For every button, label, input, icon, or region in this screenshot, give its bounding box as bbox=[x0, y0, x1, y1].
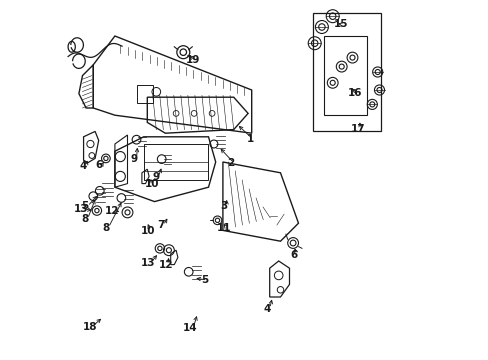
Bar bbox=[136, 85, 152, 103]
Text: 1: 1 bbox=[246, 134, 254, 144]
Text: 3: 3 bbox=[220, 201, 227, 211]
Bar bbox=[323, 36, 366, 115]
Text: 4: 4 bbox=[80, 161, 87, 171]
Text: 2: 2 bbox=[227, 158, 234, 168]
Text: 10: 10 bbox=[144, 179, 159, 189]
Text: 11: 11 bbox=[216, 222, 231, 233]
Text: 5: 5 bbox=[201, 275, 208, 285]
Text: 8: 8 bbox=[102, 222, 109, 233]
Text: 13: 13 bbox=[74, 204, 88, 214]
Text: 7: 7 bbox=[157, 220, 164, 230]
Text: 19: 19 bbox=[185, 55, 200, 66]
Text: 4: 4 bbox=[263, 303, 270, 314]
Text: 14: 14 bbox=[183, 323, 198, 333]
Text: 8: 8 bbox=[81, 214, 88, 224]
Text: 6: 6 bbox=[290, 250, 297, 260]
Text: 10: 10 bbox=[141, 226, 155, 236]
Text: 6: 6 bbox=[96, 160, 103, 170]
Bar bbox=[312, 13, 381, 131]
Text: 15: 15 bbox=[333, 19, 347, 30]
Text: 13: 13 bbox=[141, 258, 155, 268]
Text: 12: 12 bbox=[105, 206, 120, 216]
Text: 17: 17 bbox=[350, 124, 365, 134]
Text: 12: 12 bbox=[159, 260, 173, 270]
Text: 9: 9 bbox=[152, 172, 159, 182]
Text: 18: 18 bbox=[82, 321, 97, 332]
Text: 5: 5 bbox=[81, 201, 88, 211]
Text: 16: 16 bbox=[347, 88, 362, 98]
Text: 9: 9 bbox=[130, 154, 137, 164]
